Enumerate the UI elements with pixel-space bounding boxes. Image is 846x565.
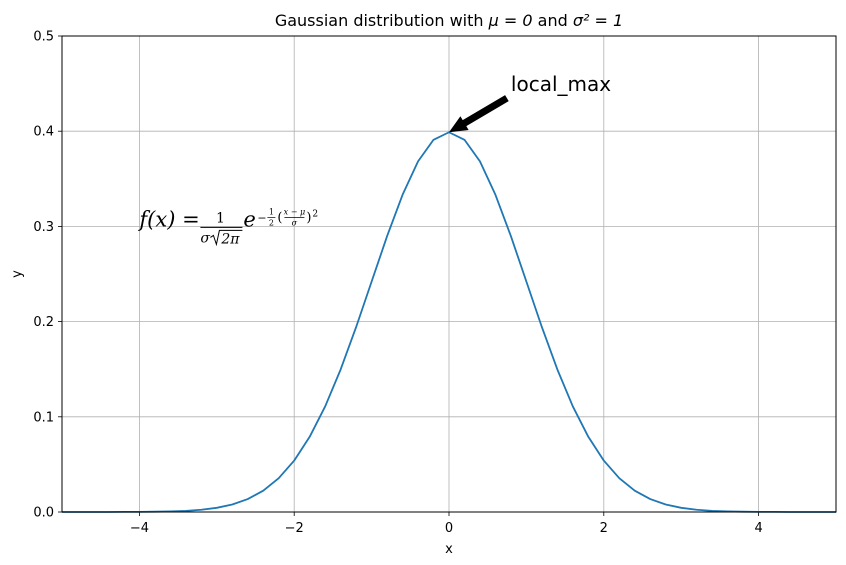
x-ticks: −4 −2 0 2 4 [130, 512, 763, 536]
chart-title: Gaussian distribution with μ = 0 and σ² … [275, 11, 623, 30]
formula-exp-paren-right: ) [306, 210, 311, 225]
annotation-arrow [449, 95, 509, 133]
formula-exp-half-numerator: 1 [269, 207, 274, 216]
formula-exp-power: 2 [312, 209, 318, 219]
formula-fraction-numerator: 1 [216, 210, 225, 226]
series-line [62, 131, 836, 513]
y-tick-label: 0.5 [33, 30, 54, 45]
y-tick-label: 0.0 [33, 506, 54, 521]
formula-exp-base: e [243, 207, 255, 231]
annotation-text: local_max [511, 72, 611, 96]
formula-exp-half-denominator: 2 [269, 218, 274, 227]
x-tick-label: 4 [754, 521, 762, 536]
x-tick-label: 2 [600, 521, 608, 536]
series-layer [62, 131, 836, 513]
y-tick-label: 0.2 [33, 315, 54, 330]
formula-denominator-sqrt: 2π [220, 231, 240, 247]
formula-denominator-sigma: σ [200, 230, 210, 246]
x-tick-label: 0 [445, 521, 453, 536]
x-tick-label: −4 [130, 521, 149, 536]
y-tick-label: 0.3 [33, 220, 54, 235]
plot-frame [61, 35, 837, 513]
y-tick-label: 0.1 [33, 410, 54, 425]
formula-exp-paren-left: ( [277, 210, 282, 225]
formula-exp-inner-numerator: x − μ [284, 207, 306, 216]
y-tick-label: 0.4 [33, 125, 54, 140]
formula-exp-inner-denominator: σ [292, 218, 298, 227]
formula-gaussian-pdf: f(x) = 1 σ 2π e − 1 2 ( x − μ σ ) 2 [137, 207, 318, 247]
formula-lhs: f(x) = [137, 207, 199, 231]
formula-exp-sign: − [257, 211, 266, 224]
y-axis-label: y [10, 270, 25, 278]
x-axis-label: x [445, 542, 453, 557]
grid [62, 36, 836, 512]
formula-sqrt-sign [210, 229, 243, 247]
y-ticks: 0.0 0.1 0.2 0.3 0.4 0.5 [33, 30, 62, 521]
annotation-local-max: local_max [449, 72, 611, 133]
x-tick-label: −2 [285, 521, 304, 536]
